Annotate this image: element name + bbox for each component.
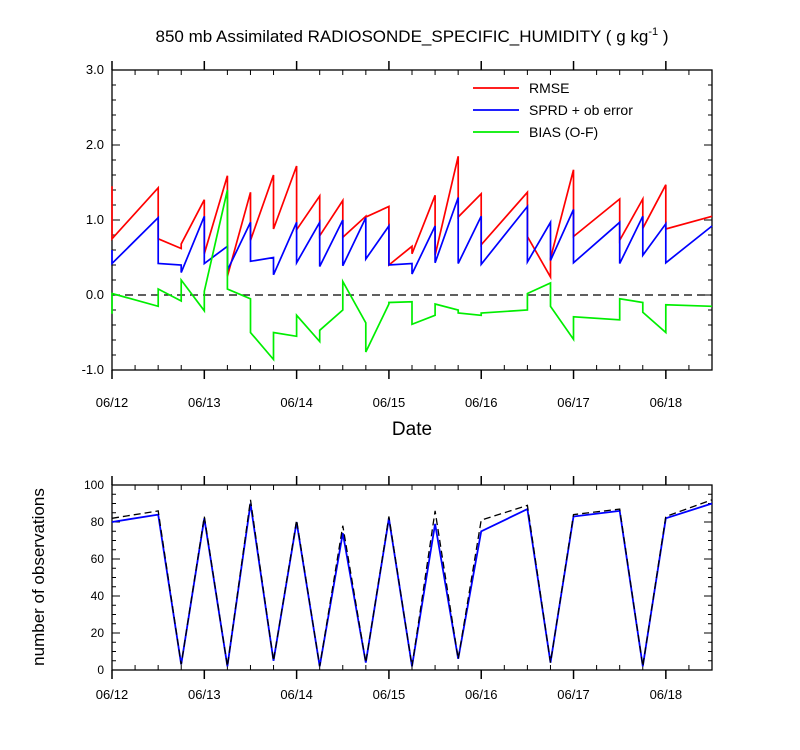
- bottom-xtick-label: 06/12: [96, 687, 129, 702]
- bottom-ytick-label: 100: [84, 478, 104, 492]
- top-series-line-2: [111, 189, 713, 362]
- legend-label-1: SPRD + ob error: [529, 102, 633, 118]
- x-axis-label-top: Date: [392, 419, 432, 440]
- bottom-ytick-label: 40: [91, 589, 105, 603]
- top-ytick-label: -1.0: [82, 362, 104, 377]
- legend-label-0: RMSE: [529, 80, 569, 96]
- top-xtick-label: 06/14: [280, 395, 313, 410]
- chart-title: 850 mb Assimilated RADIOSONDE_SPECIFIC_H…: [156, 26, 669, 46]
- top-ytick-label: 0.0: [86, 287, 104, 302]
- bottom-ytick-label: 20: [91, 626, 105, 640]
- top-xtick-label: 06/12: [96, 395, 129, 410]
- bottom-ytick-label: 80: [91, 515, 105, 529]
- top-xtick-label: 06/15: [373, 395, 406, 410]
- chart-title-superscript: -1: [648, 26, 658, 38]
- bottom-xtick-label: 06/15: [373, 687, 406, 702]
- chart-title-end: ): [658, 27, 668, 46]
- bottom-xtick-label: 06/16: [465, 687, 498, 702]
- bottom-xtick-label: 06/18: [650, 687, 683, 702]
- bottom-ytick-label: 60: [91, 552, 105, 566]
- top-xtick-label: 06/18: [650, 395, 683, 410]
- legend-label-2: BIAS (O-F): [529, 124, 598, 140]
- panel-bottom: 0 20 40 60 80 100 06/12 06/13 06/14 06/15 06/16 06/…: [84, 476, 713, 702]
- top-ytick-label: 2.0: [86, 137, 104, 152]
- panel-top: -1.0 0.0 1.0 2.0 3.0 06/12 06/13 06/14 06/15 06/1…: [82, 61, 713, 410]
- top-xtick-label: 06/17: [557, 395, 590, 410]
- top-ytick-label: 1.0: [86, 212, 104, 227]
- bottom-xtick-label: 06/14: [280, 687, 313, 702]
- bottom-ytick-label: 0: [97, 663, 104, 677]
- bottom-plot-frame: [111, 484, 713, 671]
- chart-title-main: 850 mb Assimilated RADIOSONDE_SPECIFIC_H…: [156, 27, 649, 46]
- bottom-xtick-label: 06/13: [188, 687, 221, 702]
- bottom-xtick-label: 06/17: [557, 687, 590, 702]
- y-axis-label-bottom: number of observations: [29, 488, 48, 666]
- top-ytick-label: 3.0: [86, 62, 104, 77]
- top-xtick-label: 06/13: [188, 395, 221, 410]
- top-xtick-label: 06/16: [465, 395, 498, 410]
- bottom-series-line-1: [111, 499, 713, 667]
